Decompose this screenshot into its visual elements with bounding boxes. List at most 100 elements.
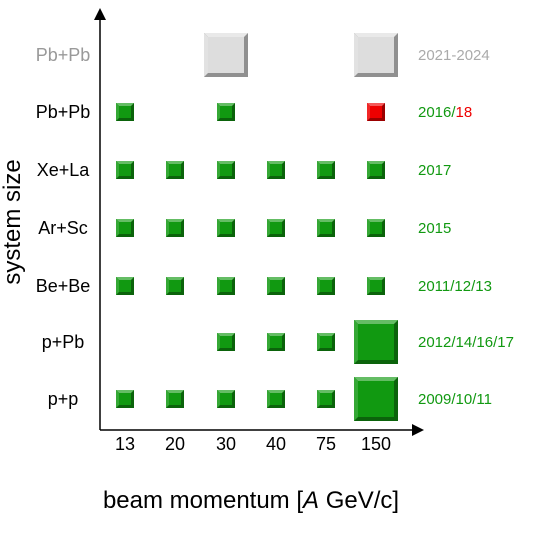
- data-point-face: [169, 164, 181, 176]
- year-label-part: 2012/14/16/17: [418, 334, 514, 351]
- data-point-left: [267, 390, 270, 408]
- data-point: [267, 333, 285, 351]
- year-label-part: 18: [456, 104, 473, 121]
- data-point: [166, 161, 184, 179]
- data-point-top: [166, 219, 184, 222]
- data-point: [317, 277, 335, 295]
- y-tick-label: Ar+Sc: [38, 218, 88, 238]
- year-label: 2021-2024: [418, 47, 490, 64]
- data-point-left: [204, 33, 208, 77]
- x-axis-arrow: [412, 424, 424, 436]
- x-tick-label: 30: [216, 434, 236, 454]
- data-point-face: [220, 336, 232, 348]
- data-point: [217, 103, 235, 121]
- data-point-top: [217, 219, 235, 222]
- data-point: [354, 377, 398, 421]
- data-point: [116, 390, 134, 408]
- data-point: [267, 161, 285, 179]
- data-point-top: [267, 219, 285, 222]
- data-point-face: [320, 164, 332, 176]
- data-point-left: [116, 277, 119, 295]
- data-point-top: [367, 103, 385, 106]
- data-point-left: [317, 390, 320, 408]
- data-point-left: [166, 277, 169, 295]
- data-point-top: [166, 277, 184, 280]
- data-point-face: [169, 280, 181, 292]
- data-point-top: [267, 333, 285, 336]
- data-point-left: [354, 377, 358, 421]
- year-label: 2015: [418, 220, 451, 237]
- data-point-left: [166, 219, 169, 237]
- data-point-face: [358, 381, 394, 417]
- data-point: [116, 277, 134, 295]
- year-label: 2016/18: [418, 104, 472, 121]
- data-point-face: [370, 280, 382, 292]
- data-point: [217, 390, 235, 408]
- data-point: [166, 219, 184, 237]
- data-point-face: [358, 324, 394, 360]
- data-point-face: [270, 393, 282, 405]
- y-tick-label: p+Pb: [42, 332, 85, 352]
- data-point-left: [267, 219, 270, 237]
- data-point-top: [217, 333, 235, 336]
- data-point: [204, 33, 248, 77]
- data-point-face: [270, 222, 282, 234]
- data-point-left: [354, 33, 358, 77]
- data-point-left: [116, 103, 119, 121]
- year-label-part: 2011/12/13: [418, 278, 492, 295]
- data-point-face: [208, 37, 244, 73]
- y-axis-title: system size: [0, 159, 26, 284]
- data-point-left: [267, 277, 270, 295]
- year-label-part: 2017: [418, 162, 451, 179]
- data-point-face: [270, 164, 282, 176]
- x-tick-label: 150: [361, 434, 391, 454]
- data-point-top: [116, 277, 134, 280]
- y-tick-label: Xe+La: [37, 160, 91, 180]
- data-point-top: [317, 390, 335, 393]
- data-point: [354, 33, 398, 77]
- data-point-top: [166, 161, 184, 164]
- row: p+Pb 2012/14/16/17: [42, 320, 514, 364]
- x-tick-label: 40: [266, 434, 286, 454]
- data-point-top: [116, 103, 134, 106]
- y-axis-arrow: [94, 8, 106, 20]
- x-tick-label: 13: [115, 434, 135, 454]
- data-point-top: [267, 390, 285, 393]
- x-axis-title-italic: A: [301, 487, 319, 514]
- data-point-face: [119, 280, 131, 292]
- data-point-top: [367, 219, 385, 222]
- data-point-face: [358, 37, 394, 73]
- data-point-left: [267, 333, 270, 351]
- data-point-left: [217, 390, 220, 408]
- data-point: [367, 103, 385, 121]
- data-point: [217, 161, 235, 179]
- x-tick-labels: 13 20 30 40 75 150: [115, 434, 391, 454]
- data-point-left: [317, 333, 320, 351]
- y-tick-label: p+p: [48, 389, 79, 409]
- data-point-top: [166, 390, 184, 393]
- data-point: [317, 333, 335, 351]
- data-point-top: [367, 161, 385, 164]
- year-label-part: 2021-2024: [418, 47, 490, 64]
- row: Xe+La 2017: [37, 160, 452, 180]
- data-point-top: [217, 103, 235, 106]
- data-point-left: [116, 219, 119, 237]
- data-point-face: [270, 336, 282, 348]
- x-axis-title-suffix: GeV/c]: [319, 487, 399, 514]
- data-point-left: [367, 277, 370, 295]
- data-point-top: [367, 277, 385, 280]
- y-tick-label: Pb+Pb: [36, 102, 91, 122]
- data-point-left: [116, 161, 119, 179]
- data-point: [367, 219, 385, 237]
- data-point: [116, 103, 134, 121]
- x-axis-title-prefix: beam momentum [: [103, 487, 303, 514]
- data-point-left: [367, 219, 370, 237]
- data-point-left: [267, 161, 270, 179]
- data-point-top: [267, 161, 285, 164]
- data-point-face: [119, 106, 131, 118]
- data-point-top: [354, 377, 398, 381]
- data-point: [116, 219, 134, 237]
- data-point-face: [169, 222, 181, 234]
- year-label: 2017: [418, 162, 451, 179]
